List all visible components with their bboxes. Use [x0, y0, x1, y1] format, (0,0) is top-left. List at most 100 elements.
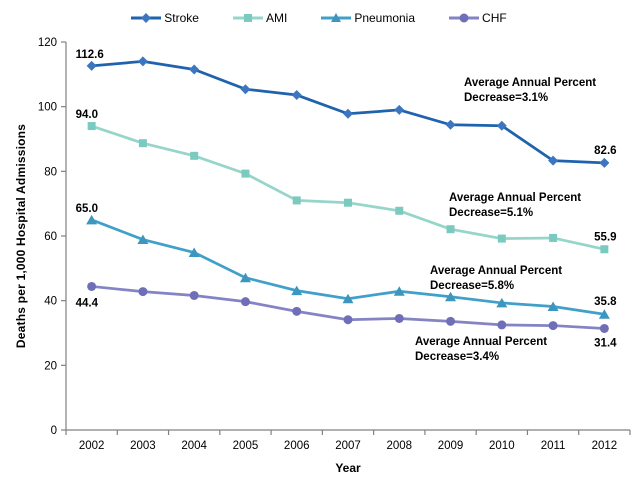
annotation-line: Average Annual Percent — [464, 77, 597, 89]
legend-label-stroke: Stroke — [164, 11, 199, 25]
x-tick-label: 2006 — [284, 440, 310, 452]
y-tick-label: 20 — [44, 360, 57, 372]
ami-marker — [600, 245, 609, 254]
x-tick-label: 2002 — [79, 440, 105, 452]
stroke-end-data-label: 82.6 — [594, 145, 616, 157]
x-axis-title: Year — [335, 461, 361, 475]
annotation-ami-decrease: Average Annual Percent Decrease=5.1% — [449, 191, 581, 221]
chf-marker — [240, 297, 250, 307]
ami-marker — [190, 151, 199, 160]
stroke-legend-swatch — [131, 12, 162, 24]
x-tick-label: 2011 — [541, 440, 566, 452]
x-tick-label: 2003 — [130, 440, 156, 452]
stroke-marker — [137, 56, 148, 67]
ami-legend-swatch — [232, 12, 263, 24]
legend-item-pneumonia: Pneumonia — [321, 12, 415, 24]
pneumonia-marker — [291, 285, 303, 296]
y-tick-label: 100 — [38, 102, 57, 114]
y-tick-label: 40 — [44, 296, 57, 308]
annotation-stroke-decrease: Average Annual Percent Decrease=3.1% — [464, 76, 596, 106]
stroke-marker — [240, 84, 251, 95]
stroke-marker — [445, 119, 456, 130]
legend-label-ami: AMI — [265, 11, 288, 25]
pneumonia-marker — [239, 272, 251, 283]
circle-marker-icon — [459, 13, 469, 23]
chf-marker — [87, 281, 97, 291]
stroke-marker — [343, 108, 353, 119]
pneumonia-marker — [496, 297, 508, 308]
pneumonia-marker — [445, 291, 457, 302]
annotation-line: Decrease=5.8% — [430, 280, 515, 292]
y-tick-label: 60 — [44, 231, 57, 243]
chf-legend-swatch — [449, 12, 480, 24]
ami-marker — [138, 139, 147, 148]
ami-start-data-label: 94.0 — [76, 109, 98, 121]
legend-label-chf: CHF — [482, 11, 507, 25]
pneumonia-start-data-label: 65.0 — [76, 203, 98, 215]
chf-marker — [548, 321, 558, 331]
legend-item-ami: AMI — [232, 11, 288, 25]
pneumonia-legend-swatch — [321, 12, 352, 24]
annotation-line: Average Annual Percent — [449, 192, 582, 204]
ami-marker — [241, 169, 250, 178]
chf-marker — [497, 320, 507, 330]
y-tick-label: 120 — [38, 37, 57, 49]
x-tick-label: 2004 — [181, 440, 207, 452]
stroke-marker — [496, 120, 507, 131]
x-tick-label: 2010 — [489, 440, 515, 452]
annotation-line: Decrease=3.4% — [415, 351, 500, 363]
chf-end-data-label: 31.4 — [594, 337, 617, 349]
x-tick-label: 2012 — [592, 440, 618, 452]
chart-legend: Stroke AMI Pneumonia CHF — [0, 8, 638, 28]
annotation-line: Average Annual Percent — [430, 265, 563, 277]
pneumonia-marker — [547, 301, 559, 311]
legend-label-pneumonia: Pneumonia — [354, 11, 416, 25]
x-tick-label: 2005 — [233, 440, 259, 452]
annotation-line: Decrease=3.1% — [464, 92, 549, 104]
stroke-marker — [394, 104, 405, 115]
ami-marker — [395, 206, 404, 215]
chf-start-data-label: 44.4 — [76, 297, 99, 309]
ami-marker — [344, 198, 352, 207]
pneumonia-marker — [137, 234, 149, 245]
chf-marker — [394, 313, 404, 323]
annotation-line: Average Annual Percent — [415, 336, 548, 348]
legend-item-stroke: Stroke — [131, 12, 199, 24]
pneumonia-marker — [86, 214, 98, 225]
stroke-marker — [599, 157, 610, 168]
pneumonia-end-data-label: 35.8 — [594, 296, 617, 308]
pneumonia-marker — [342, 293, 354, 304]
pneumonia-marker — [188, 247, 200, 257]
stroke-marker — [86, 60, 97, 71]
legend-item-chf: CHF — [449, 12, 507, 24]
y-tick-label: 80 — [44, 166, 57, 178]
chf-marker — [446, 316, 456, 326]
stroke-marker — [291, 90, 302, 101]
stroke-start-data-label: 112.6 — [76, 49, 104, 61]
annotation-pneumonia-decrease: Average Annual Percent Decrease=5.8% — [430, 264, 562, 294]
chf-marker — [138, 287, 148, 297]
stroke-marker — [548, 155, 559, 166]
triangle-marker-icon — [331, 13, 342, 23]
chf-marker — [292, 306, 302, 316]
ami-marker — [497, 234, 506, 243]
ami-marker — [87, 122, 96, 131]
y-tick-label: 0 — [51, 425, 57, 437]
stroke-marker — [189, 64, 200, 75]
square-marker-icon — [243, 14, 252, 22]
pneumonia-marker — [393, 286, 405, 296]
chf-marker — [189, 290, 199, 300]
annotation-chf-decrease: Average Annual Percent Decrease=3.4% — [415, 335, 547, 365]
x-tick-label: 2009 — [438, 440, 464, 452]
ami-marker — [292, 196, 301, 205]
x-tick-label: 2007 — [335, 440, 361, 452]
ami-marker — [549, 233, 558, 242]
ami-marker — [446, 225, 455, 234]
chf-marker — [599, 323, 609, 333]
x-tick-label: 2008 — [386, 440, 412, 452]
ami-end-data-label: 55.9 — [594, 231, 616, 243]
pneumonia-marker — [598, 309, 610, 319]
chf-marker — [343, 315, 353, 325]
